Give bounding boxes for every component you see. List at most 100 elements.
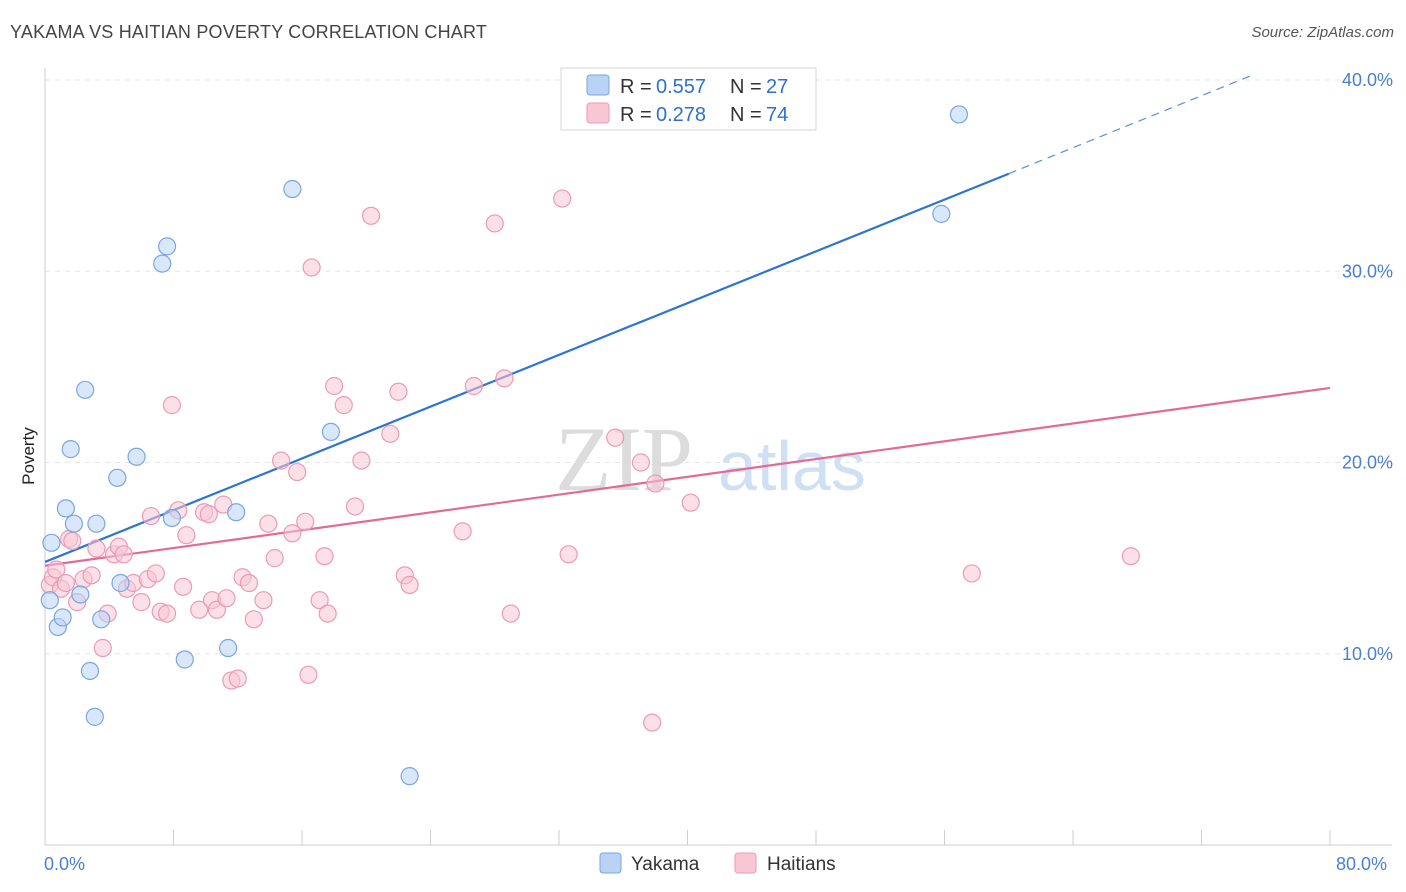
- haitians-series-label: Haitians: [767, 854, 836, 875]
- haitians-point: [334, 396, 353, 415]
- yakama-point: [175, 650, 194, 669]
- stats-legend: R = 0.557 N = 27 R = 0.278 N = 74: [560, 67, 817, 131]
- haitians-point: [132, 593, 151, 612]
- series-legend: Yakama Haitians: [599, 852, 836, 875]
- haitians-point: [174, 577, 193, 596]
- yakama-point: [219, 638, 238, 658]
- trend-lines: [44, 75, 1331, 567]
- haitians-r-value: 0.278: [656, 104, 706, 126]
- haitians-point: [157, 604, 177, 623]
- haitians-point: [325, 376, 344, 396]
- watermark-atlas: atlas: [718, 427, 866, 505]
- yakama-point: [162, 508, 181, 528]
- haitians-trend-line: [44, 386, 1331, 567]
- yakama-series-label: Yakama: [631, 854, 700, 875]
- haitians-point: [453, 522, 472, 541]
- haitians-point: [631, 453, 651, 472]
- haitians-point: [141, 506, 161, 526]
- yakama-point: [157, 237, 177, 256]
- haitians-point: [643, 713, 662, 732]
- yakama-point: [92, 610, 111, 629]
- yakama-point: [87, 514, 106, 533]
- yakama-n-value: 27: [766, 76, 788, 98]
- haitians-point: [146, 564, 165, 583]
- haitians-point: [228, 669, 247, 688]
- y-tick-label-40: 40.0%: [1342, 70, 1393, 90]
- haitians-point: [501, 604, 520, 623]
- haitians-point: [82, 566, 101, 585]
- haitians-point: [464, 376, 483, 396]
- haitians-point: [352, 451, 371, 470]
- haitians-series-swatch: [734, 852, 757, 874]
- haitians-point: [1121, 547, 1140, 566]
- x-tick-label-max: 80.0%: [1336, 854, 1387, 874]
- haitians-r-label: R =: [620, 104, 652, 126]
- haitians-point: [283, 524, 302, 543]
- yakama-point: [283, 179, 302, 199]
- yakama-legend-swatch: [586, 74, 610, 96]
- haitians-n-label: N =: [730, 104, 762, 126]
- haitians-point: [199, 505, 218, 524]
- yakama-trend-extension: [1008, 75, 1250, 175]
- haitians-point: [47, 560, 66, 579]
- x-tick-label-min: 0.0%: [44, 854, 85, 874]
- yakama-point: [40, 591, 59, 610]
- haitians-point: [345, 497, 365, 516]
- yakama-point: [127, 447, 146, 466]
- haitians-point: [87, 539, 106, 558]
- haitians-point: [553, 189, 572, 208]
- yakama-point: [64, 514, 84, 533]
- yakama-point: [108, 468, 127, 487]
- haitians-legend-swatch: [586, 102, 610, 124]
- yakama-point: [76, 380, 95, 399]
- haitians-point: [681, 493, 700, 512]
- yakama-point: [85, 707, 104, 726]
- y-tick-label-20: 20.0%: [1342, 453, 1393, 473]
- y-tick-labels: 10.0% 20.0% 30.0% 40.0%: [1342, 70, 1393, 664]
- yakama-point: [53, 608, 72, 627]
- yakama-point: [932, 204, 951, 223]
- haitians-point: [114, 545, 133, 564]
- haitians-points: [40, 189, 1140, 732]
- chart-title: YAKAMA VS HAITIAN POVERTY CORRELATION CH…: [10, 22, 488, 42]
- haitians-point: [318, 604, 337, 623]
- y-axis-label: Poverty: [19, 427, 38, 485]
- yakama-point: [321, 422, 341, 441]
- haitians-point: [962, 564, 981, 583]
- haitians-point: [190, 600, 209, 619]
- haitians-point: [310, 591, 329, 610]
- haitians-point: [299, 665, 318, 684]
- yakama-r-label: R =: [620, 76, 652, 98]
- yakama-points: [40, 105, 969, 786]
- yakama-point: [111, 573, 130, 593]
- haitians-point: [63, 531, 82, 551]
- haitians-point: [389, 382, 408, 401]
- y-tick-label-30: 30.0%: [1342, 261, 1393, 281]
- yakama-r-value: 0.557: [656, 76, 706, 98]
- haitians-point: [244, 610, 263, 629]
- gridlines: [45, 79, 1392, 655]
- haitians-n-value: 74: [766, 104, 788, 126]
- haitians-point: [259, 514, 278, 533]
- x-ticks: [44, 830, 1331, 845]
- haitians-point: [217, 589, 236, 608]
- haitians-point: [239, 573, 259, 593]
- haitians-point: [315, 547, 334, 566]
- haitians-point: [381, 424, 400, 443]
- haitians-point: [254, 591, 273, 610]
- yakama-point: [61, 440, 80, 459]
- yakama-point: [153, 254, 172, 273]
- axes: [44, 68, 1392, 846]
- yakama-point: [56, 499, 75, 518]
- yakama-point: [42, 533, 61, 552]
- haitians-point: [646, 474, 665, 493]
- yakama-series-swatch: [599, 852, 622, 874]
- yakama-point: [400, 767, 419, 786]
- haitians-point: [93, 638, 112, 658]
- haitians-point: [361, 206, 381, 225]
- haitians-point: [288, 462, 307, 482]
- haitians-point: [162, 396, 181, 415]
- haitians-point: [302, 258, 321, 277]
- haitians-point: [177, 526, 196, 545]
